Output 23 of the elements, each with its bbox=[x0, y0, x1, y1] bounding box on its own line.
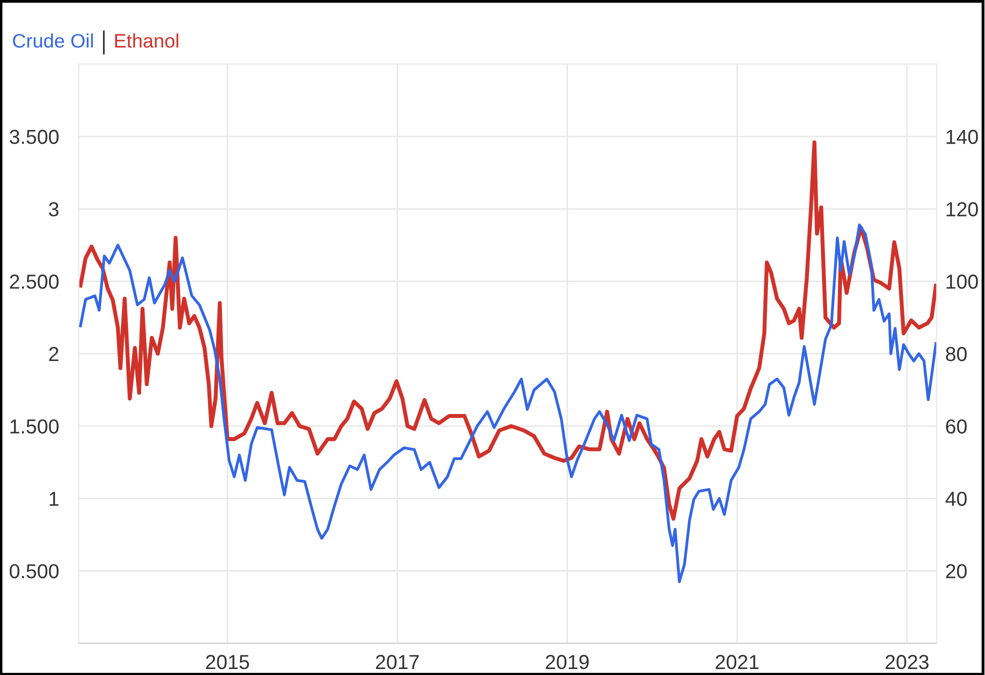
y2-tick-label: 20 bbox=[946, 564, 967, 578]
x-tick-label: 2019 bbox=[546, 654, 589, 670]
y2-tick-label: 120 bbox=[946, 202, 978, 216]
y-tick-label: 3.500 bbox=[10, 130, 59, 144]
y-tick-label: 1.500 bbox=[10, 419, 59, 434]
x-tick-label: 2023 bbox=[886, 654, 929, 670]
x-tick-label: 2021 bbox=[716, 654, 759, 670]
line-series bbox=[78, 140, 937, 521]
y-tick-label: 3 bbox=[48, 202, 58, 216]
text: Crude Oil bbox=[12, 33, 93, 48]
y-tick-label: 0.500 bbox=[10, 564, 59, 578]
y2-tick-label: 40 bbox=[946, 492, 967, 506]
text: Ethanol bbox=[115, 33, 178, 48]
line-series bbox=[79, 223, 937, 584]
y2-tick-label: 80 bbox=[946, 346, 967, 362]
y-tick-label: 2.500 bbox=[10, 274, 59, 289]
x-tick-label: 2015 bbox=[206, 654, 250, 670]
x-tick-label: 2017 bbox=[376, 654, 419, 670]
y2-tick-label: 100 bbox=[946, 274, 978, 289]
y-tick-label: 2 bbox=[49, 346, 58, 361]
y2-tick-label: 140 bbox=[946, 130, 978, 144]
y2-tick-label: 60 bbox=[946, 419, 967, 434]
y-tick-label: 1 bbox=[50, 492, 58, 506]
